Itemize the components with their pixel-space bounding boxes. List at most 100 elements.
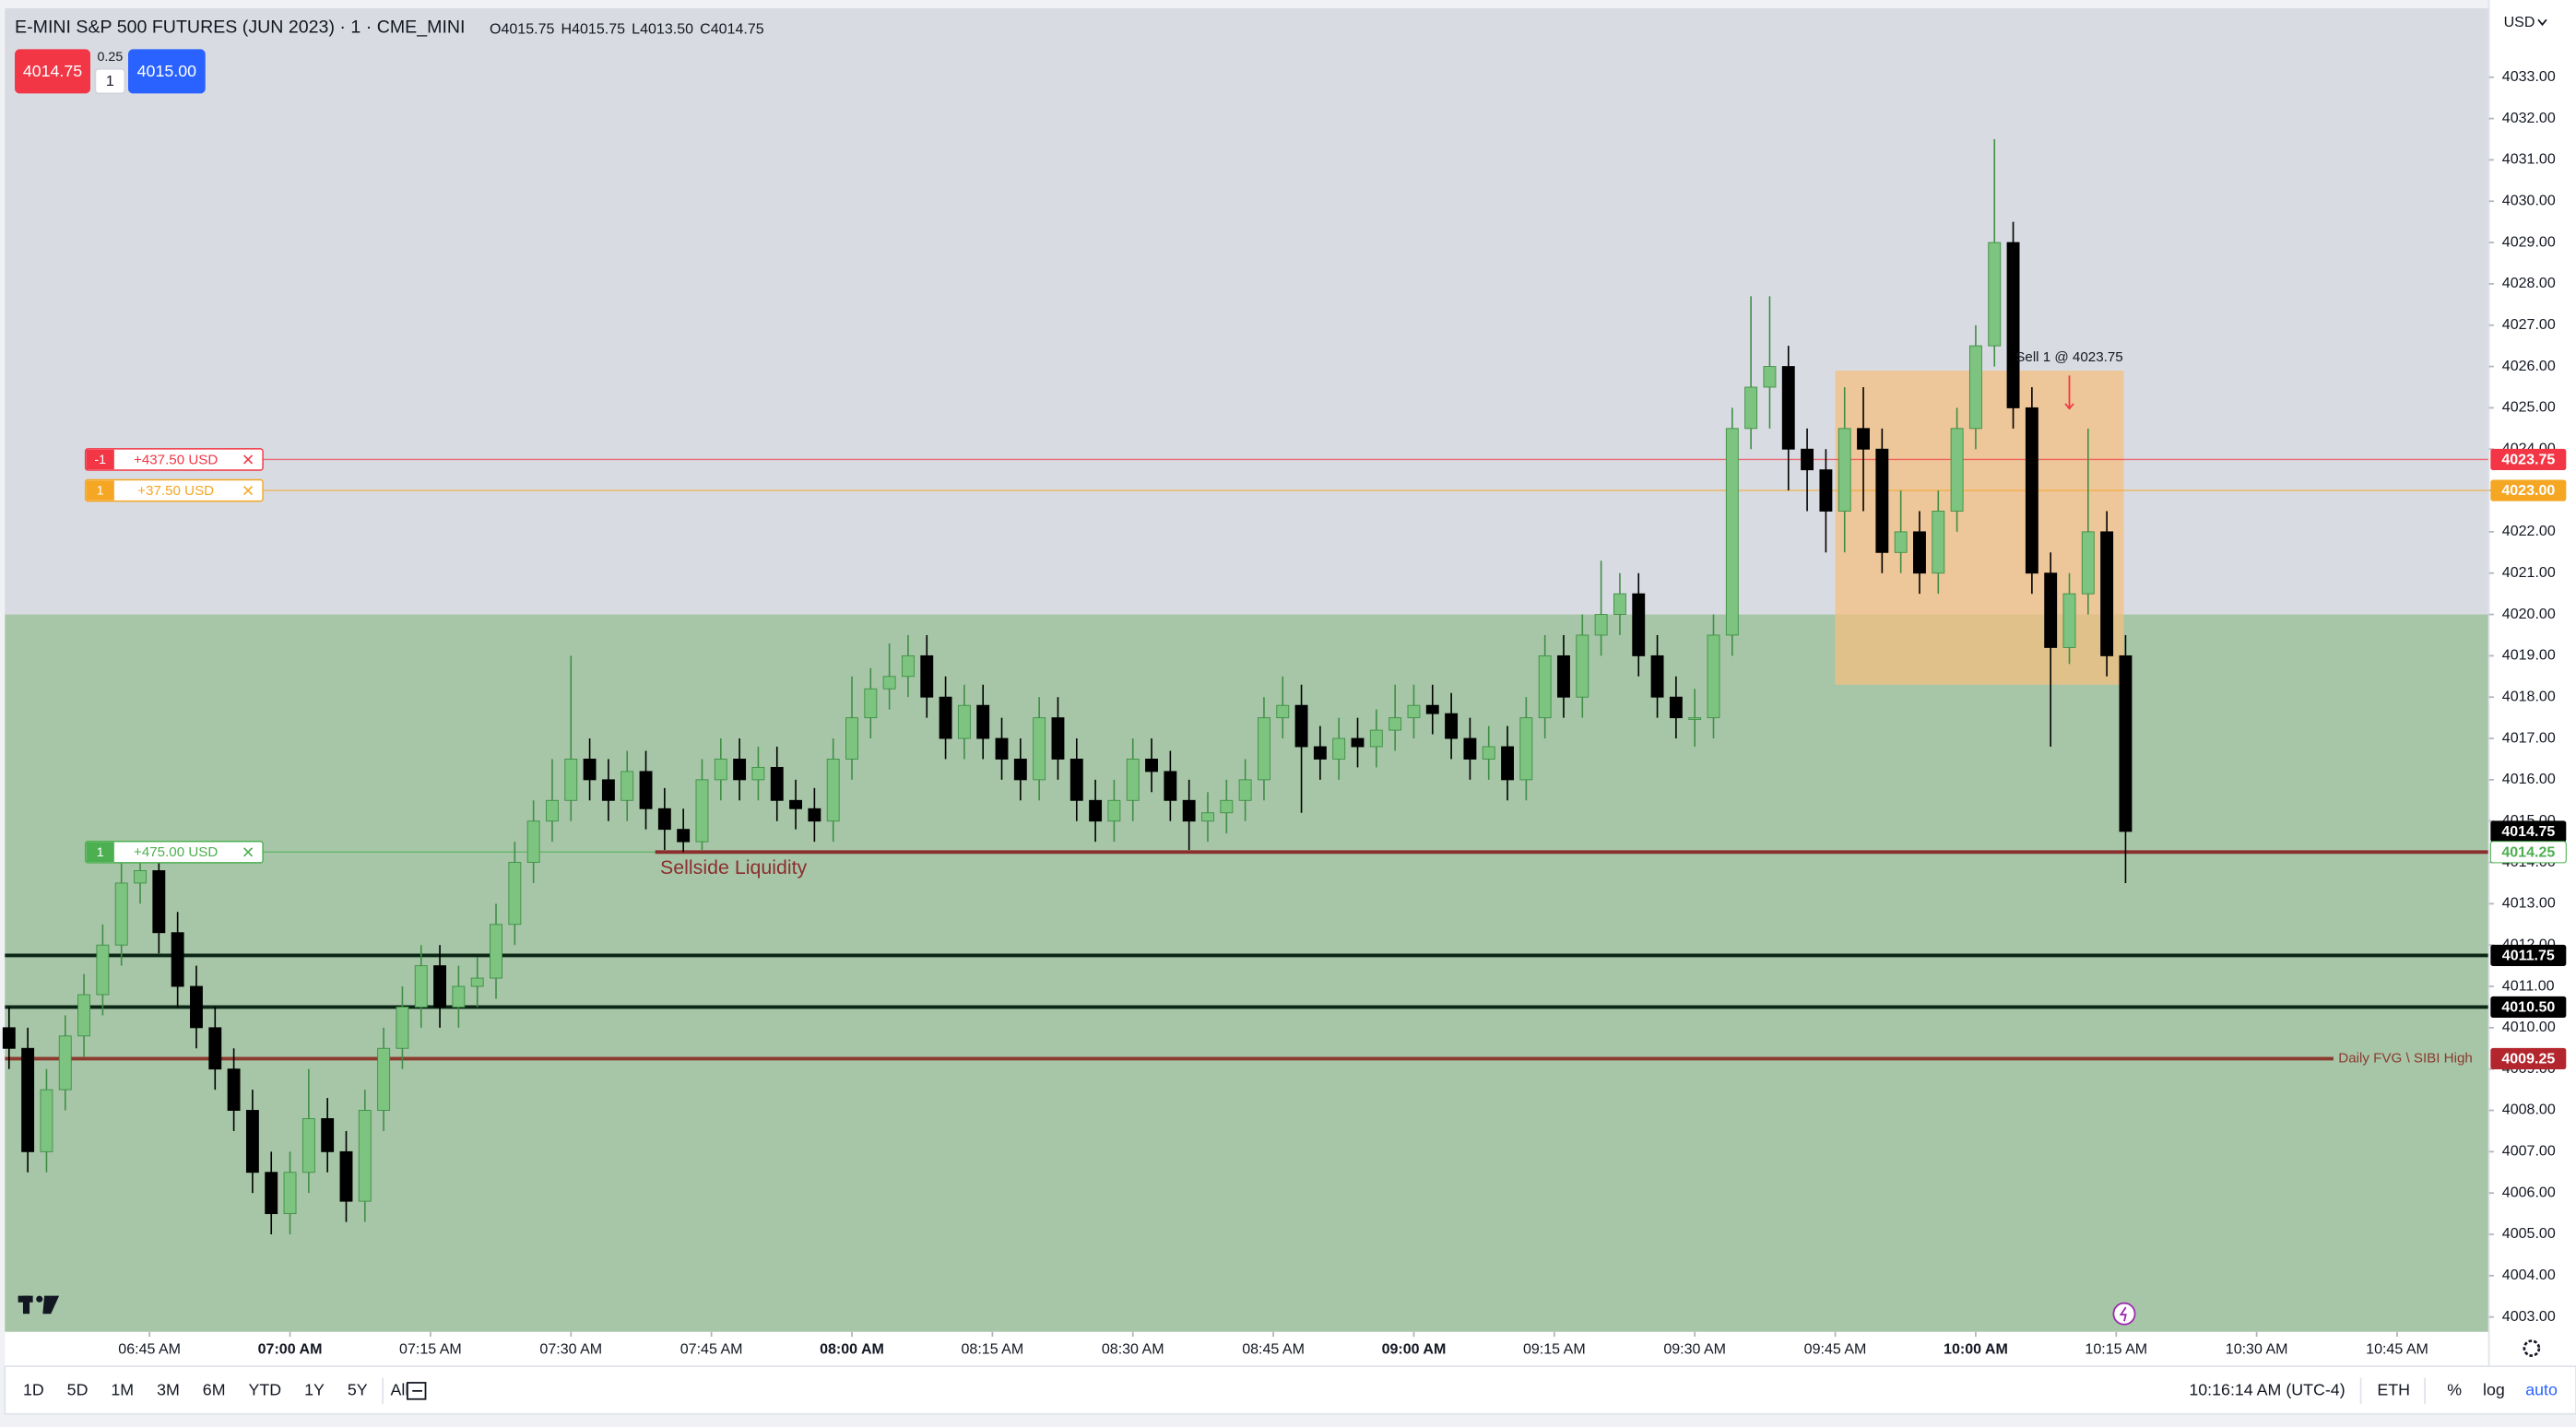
candle-body xyxy=(1089,799,1103,822)
buy-button[interactable] xyxy=(127,49,206,94)
order-box xyxy=(84,448,264,471)
qty-box[interactable] xyxy=(94,67,126,95)
order-label[interactable]: 1 +475.00 USD xyxy=(84,841,264,864)
price-tag xyxy=(2490,996,2567,1019)
range-button[interactable]: 5D xyxy=(67,1381,89,1399)
candle-body xyxy=(1164,771,1177,801)
range-button[interactable]: All xyxy=(391,1381,409,1399)
candle-body xyxy=(976,704,990,739)
candle-body xyxy=(583,759,597,781)
ohlc-value: L4013.50 xyxy=(632,20,693,37)
candle-body xyxy=(2,1027,16,1049)
settings-icon[interactable] xyxy=(2523,1339,2541,1357)
x-tick-label: 09:30 AM xyxy=(1663,1341,1726,1358)
candle-body xyxy=(1968,345,1982,430)
scale-option[interactable]: log xyxy=(2483,1381,2505,1399)
candles xyxy=(2,139,2133,1235)
range-button[interactable]: 5Y xyxy=(348,1381,368,1399)
order-pnl: +437.50 USD xyxy=(134,452,218,467)
bid-price: 4014.75 xyxy=(23,62,82,80)
spread: 0.25 xyxy=(98,50,124,65)
candle-body xyxy=(265,1172,278,1215)
candle-body xyxy=(733,759,747,781)
qty-cell xyxy=(86,449,114,470)
candle-body xyxy=(414,965,428,1008)
session-button[interactable]: ETH xyxy=(2377,1381,2410,1399)
x-tick-label: 10:30 AM xyxy=(2226,1341,2288,1358)
date-range-icon[interactable] xyxy=(407,1382,427,1400)
range-button[interactable]: 1Y xyxy=(304,1381,325,1399)
x-tick-label: 09:15 AM xyxy=(1523,1341,1586,1358)
price-tag-label: 4023.75 xyxy=(2501,452,2555,468)
candle-body xyxy=(1201,812,1214,822)
candle-body xyxy=(1781,366,1795,450)
candle-body xyxy=(1613,593,1626,615)
axes: 4003.00 4004.00 4005.00 4006.00 4007.00 4008.… xyxy=(118,68,2567,1358)
x-tick-label: 10:15 AM xyxy=(2085,1341,2147,1358)
candle-body xyxy=(2062,593,2076,648)
range-button[interactable]: 6M xyxy=(203,1381,226,1399)
y-tick-label: 4005.00 xyxy=(2502,1225,2556,1242)
y-tick-label: 4021.00 xyxy=(2502,564,2556,581)
y-tick-label: 4018.00 xyxy=(2502,688,2556,704)
candle-body xyxy=(2025,407,2038,574)
x-tick-label: 08:30 AM xyxy=(1102,1341,1164,1358)
order-pnl: +37.50 USD xyxy=(137,483,214,499)
x-tick-label: 08:00 AM xyxy=(820,1341,884,1358)
x-tick-label: 07:45 AM xyxy=(680,1341,743,1358)
order-label[interactable]: 1 +37.50 USD xyxy=(84,478,264,502)
candle-body xyxy=(995,737,1009,760)
candle-body xyxy=(1033,717,1046,781)
candle-body xyxy=(1313,746,1327,760)
candle-body xyxy=(1913,531,1926,574)
currency-selector[interactable]: USD xyxy=(2504,14,2535,30)
candle-body xyxy=(714,759,727,781)
candle-body xyxy=(1351,737,1365,748)
candle-body xyxy=(358,1110,372,1202)
candle-body xyxy=(1650,655,1664,698)
candle-body xyxy=(1013,759,1027,781)
candle-body xyxy=(227,1068,241,1111)
order-box xyxy=(84,841,264,864)
candle-body xyxy=(808,808,821,822)
candle-body xyxy=(152,870,166,934)
order-pnl: +475.00 USD xyxy=(134,844,218,860)
order-label[interactable]: -1 +437.50 USD xyxy=(84,448,264,471)
candle-body xyxy=(1051,717,1065,760)
close-icon[interactable] xyxy=(243,454,254,465)
candle-body xyxy=(526,820,540,863)
scale-option[interactable]: % xyxy=(2447,1381,2462,1399)
qty-cell xyxy=(86,842,114,863)
range-button[interactable]: 3M xyxy=(157,1381,180,1399)
candle-body xyxy=(789,799,803,809)
range-button[interactable]: 1D xyxy=(23,1381,44,1399)
range-button[interactable]: YTD xyxy=(248,1381,281,1399)
y-tick-label: 4006.00 xyxy=(2502,1184,2556,1200)
candle-body xyxy=(1220,799,1234,814)
x-tick-label: 09:00 AM xyxy=(1382,1341,1447,1358)
y-tick-label: 4029.00 xyxy=(2502,233,2556,250)
candle-body xyxy=(21,1047,35,1152)
time-axis-panel xyxy=(5,1331,2576,1367)
y-tick-label: 4028.00 xyxy=(2502,275,2556,291)
candle-body xyxy=(490,924,502,979)
chevron-icon xyxy=(2537,18,2547,27)
price-tag-label: 4011.75 xyxy=(2502,948,2555,964)
candle-body xyxy=(77,994,91,1037)
y-tick-label: 4010.00 xyxy=(2502,1019,2556,1035)
candle-body xyxy=(1763,366,1777,388)
close-icon[interactable] xyxy=(243,847,254,857)
scale-option[interactable]: auto xyxy=(2525,1381,2558,1399)
candle-body xyxy=(1069,759,1083,801)
x-tick-label: 07:30 AM xyxy=(539,1341,602,1358)
sell-button[interactable] xyxy=(15,49,91,94)
close-icon[interactable] xyxy=(243,486,254,496)
candle-body xyxy=(826,759,840,822)
range-button[interactable]: 1M xyxy=(111,1381,134,1399)
candle-body xyxy=(2044,572,2058,648)
candle-body xyxy=(1425,704,1439,714)
price-tag-label: 4014.75 xyxy=(2501,823,2555,840)
y-tick-label: 4031.00 xyxy=(2502,151,2556,168)
candle-body xyxy=(40,1089,53,1152)
